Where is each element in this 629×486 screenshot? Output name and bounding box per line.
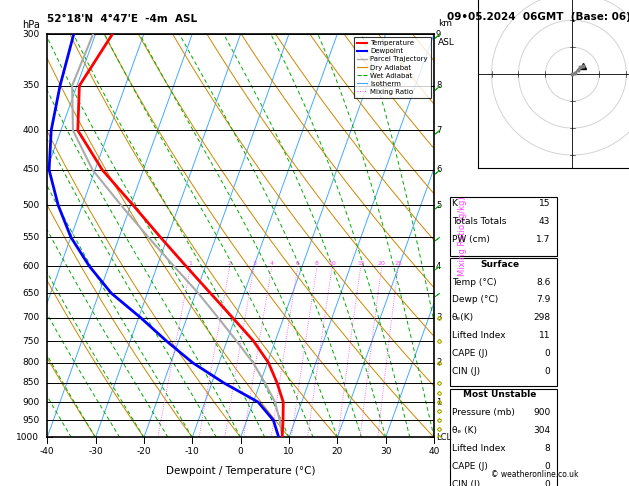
Text: 500: 500 [22, 201, 40, 209]
Text: 0: 0 [545, 462, 550, 471]
Text: Mixing Ratio (g/kg): Mixing Ratio (g/kg) [458, 196, 467, 276]
Text: 15: 15 [357, 261, 365, 266]
Text: θₑ(K): θₑ(K) [452, 313, 474, 323]
Text: 15: 15 [539, 199, 550, 208]
Text: 2: 2 [436, 358, 441, 367]
Text: 20: 20 [378, 261, 386, 266]
Text: © weatheronline.co.uk: © weatheronline.co.uk [491, 469, 579, 479]
Text: -30: -30 [88, 448, 103, 456]
Text: 700: 700 [22, 313, 40, 322]
Text: Pressure (mb): Pressure (mb) [452, 408, 515, 417]
Text: 52°18'N  4°47'E  -4m  ASL: 52°18'N 4°47'E -4m ASL [47, 14, 198, 24]
Text: 550: 550 [22, 233, 40, 242]
Text: km: km [438, 19, 452, 28]
Text: 2: 2 [228, 261, 232, 266]
Text: 4: 4 [270, 261, 274, 266]
Text: CIN (J): CIN (J) [452, 367, 480, 377]
Text: 1: 1 [436, 398, 441, 407]
Text: 11: 11 [539, 331, 550, 341]
Text: 0: 0 [545, 367, 550, 377]
Text: 09•05.2024  06GMT  (Base: 06): 09•05.2024 06GMT (Base: 06) [447, 12, 629, 22]
Text: 4: 4 [436, 262, 441, 271]
Text: 3: 3 [252, 261, 256, 266]
Text: 400: 400 [22, 126, 40, 135]
Text: 298: 298 [533, 313, 550, 323]
Text: 850: 850 [22, 379, 40, 387]
Text: 300: 300 [22, 30, 40, 38]
Text: ASL: ASL [438, 38, 455, 47]
Text: 6: 6 [296, 261, 300, 266]
Text: 450: 450 [22, 165, 40, 174]
Text: 650: 650 [22, 289, 40, 297]
Text: 0: 0 [238, 448, 243, 456]
Text: -20: -20 [136, 448, 151, 456]
Text: Temp (°C): Temp (°C) [452, 278, 496, 287]
Text: -40: -40 [40, 448, 55, 456]
Text: 43: 43 [539, 217, 550, 226]
Text: 8: 8 [545, 444, 550, 453]
Text: Lifted Index: Lifted Index [452, 331, 505, 341]
Text: 8.6: 8.6 [536, 278, 550, 287]
Text: Lifted Index: Lifted Index [452, 444, 505, 453]
Text: θₑ (K): θₑ (K) [452, 426, 477, 435]
Text: Dewpoint / Temperature (°C): Dewpoint / Temperature (°C) [166, 466, 315, 476]
Text: CAPE (J): CAPE (J) [452, 462, 487, 471]
Text: 7: 7 [436, 126, 442, 135]
Text: CAPE (J): CAPE (J) [452, 349, 487, 359]
Text: 600: 600 [22, 262, 40, 271]
Text: Dewp (°C): Dewp (°C) [452, 295, 498, 305]
Text: Totals Totals: Totals Totals [452, 217, 506, 226]
Text: 950: 950 [22, 416, 40, 425]
Text: 6: 6 [436, 165, 442, 174]
Text: 10: 10 [328, 261, 336, 266]
Text: 0: 0 [545, 480, 550, 486]
Text: K: K [452, 199, 457, 208]
Text: Most Unstable: Most Unstable [464, 390, 537, 399]
Legend: Temperature, Dewpoint, Parcel Trajectory, Dry Adiabat, Wet Adiabat, Isotherm, Mi: Temperature, Dewpoint, Parcel Trajectory… [354, 37, 430, 98]
Text: hPa: hPa [22, 20, 40, 30]
Text: 350: 350 [22, 81, 40, 90]
Text: 1.7: 1.7 [536, 235, 550, 244]
Text: 5: 5 [436, 201, 441, 209]
Text: 800: 800 [22, 358, 40, 367]
Text: 20: 20 [331, 448, 343, 456]
Text: 8: 8 [315, 261, 319, 266]
Text: 1: 1 [189, 261, 192, 266]
Text: CIN (J): CIN (J) [452, 480, 480, 486]
Text: 8: 8 [436, 81, 442, 90]
Text: 7.9: 7.9 [536, 295, 550, 305]
Text: 40: 40 [428, 448, 440, 456]
Text: 25: 25 [394, 261, 402, 266]
Text: 0: 0 [545, 349, 550, 359]
Text: 750: 750 [22, 336, 40, 346]
Text: 30: 30 [380, 448, 391, 456]
Text: PW (cm): PW (cm) [452, 235, 489, 244]
Text: 304: 304 [533, 426, 550, 435]
Text: 900: 900 [22, 398, 40, 407]
Text: 3: 3 [436, 313, 442, 322]
Text: 9: 9 [436, 30, 441, 38]
Text: LCL: LCL [436, 433, 451, 442]
Text: -10: -10 [185, 448, 199, 456]
Text: 1000: 1000 [16, 433, 40, 442]
Text: 900: 900 [533, 408, 550, 417]
Text: Surface: Surface [481, 260, 520, 269]
Text: 10: 10 [283, 448, 295, 456]
